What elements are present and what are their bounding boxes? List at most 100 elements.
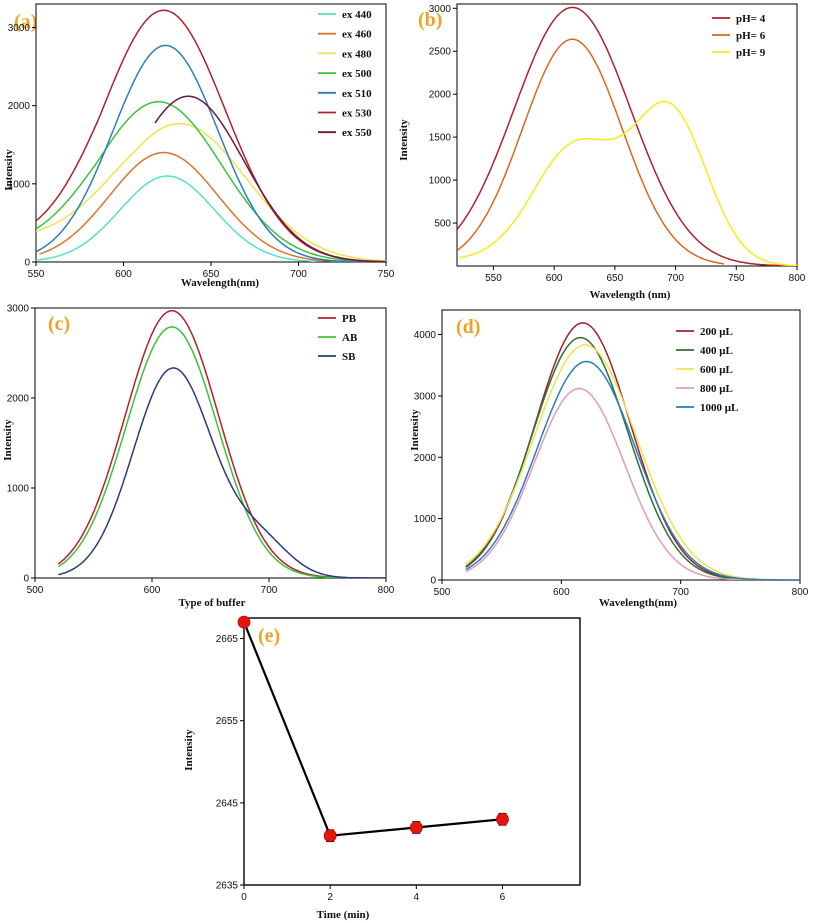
panel-a: (a) Wavelength(nm) Intensity 550 600 650 70… <box>3 4 395 289</box>
x-tick-label-d: 600 <box>553 587 570 598</box>
x-tick-label-e: 4 <box>414 892 420 903</box>
data-point <box>496 813 508 825</box>
figure: (a) Wavelength(nm) Intensity 550 600 650 70… <box>0 0 813 923</box>
series-line-d-0 <box>466 323 800 580</box>
x-axis-title-b: Wavelength (nm) <box>590 289 671 301</box>
y-tick-label-b: 3000 <box>429 4 452 15</box>
x-tick-label-b: 550 <box>485 273 502 284</box>
legend-label-b: pH= 9 <box>736 47 766 59</box>
legend-label-b: pH= 6 <box>736 30 766 42</box>
legend-label-d: 400 μL <box>700 345 733 357</box>
series-line-d-4 <box>466 362 800 581</box>
plot-frame-e <box>244 618 580 885</box>
series-line-b-1 <box>457 39 724 264</box>
y-tick-label-e: 2645 <box>216 798 239 809</box>
panel-label-e: (e) <box>258 625 280 647</box>
series-line-a-3 <box>36 102 386 262</box>
x-tick-label-a: 700 <box>290 269 307 280</box>
x-axis-title-a: Wavelength(nm) <box>181 277 260 289</box>
y-tick-label-d: 0 <box>430 576 436 587</box>
data-point <box>410 821 422 833</box>
legend-label-a: ex 440 <box>342 9 372 21</box>
y-tick-label-d: 3000 <box>414 391 437 402</box>
legend-label-d: 600 μL <box>700 364 733 376</box>
legend-label-a: ex 460 <box>342 29 372 41</box>
legend-label-c: SB <box>342 351 356 363</box>
legend-label-a: ex 550 <box>342 127 372 139</box>
legend-label-a: ex 530 <box>342 108 372 120</box>
x-tick-label-b: 700 <box>667 273 684 284</box>
plot-frame-b <box>457 4 797 266</box>
panel-c: (c) Type of buffer Intensity 500 600 700 80… <box>2 304 395 610</box>
legend-label-d: 1000 μL <box>700 402 738 414</box>
y-tick-label-c: 2000 <box>7 394 30 405</box>
x-tick-label-d: 500 <box>434 587 451 598</box>
x-tick-label-e: 0 <box>241 892 247 903</box>
series-line-d-2 <box>466 345 800 580</box>
panel-label-c: (c) <box>48 313 70 335</box>
y-tick-label-c: 3000 <box>7 304 30 315</box>
y-tick-label-a: 1000 <box>8 179 31 190</box>
x-tick-label-d: 700 <box>672 587 689 598</box>
legend-label-a: ex 500 <box>342 68 372 80</box>
y-tick-label-b: 1500 <box>429 133 452 144</box>
y-tick-label-b: 2500 <box>429 47 452 58</box>
y-tick-label-a: 0 <box>24 258 30 269</box>
x-tick-label-c: 700 <box>261 585 278 596</box>
legend-label-c: AB <box>342 332 358 344</box>
data-point <box>324 830 336 842</box>
y-tick-label-d: 2000 <box>414 453 437 464</box>
y-axis-title-d: Intensity <box>409 409 421 451</box>
panel-e: (e) Time (min) Intensity 0 2 4 6 2635 2645 265… <box>183 616 580 921</box>
y-axis-title-c: Intensity <box>2 419 14 461</box>
x-tick-label-b: 800 <box>789 273 806 284</box>
y-tick-label-b: 500 <box>434 219 451 230</box>
legend-label-b: pH= 4 <box>736 13 766 25</box>
legend-label-a: ex 510 <box>342 88 372 100</box>
y-tick-label-b: 2000 <box>429 90 452 101</box>
series-line-c-0 <box>58 311 386 578</box>
y-tick-label-e: 2665 <box>216 634 239 645</box>
panel-label-d: (d) <box>456 316 480 338</box>
series-line-c-1 <box>58 327 386 578</box>
y-tick-label-d: 4000 <box>414 330 437 341</box>
y-axis-title-e: Intensity <box>183 729 195 771</box>
series-line-a-4 <box>36 45 386 262</box>
series-line-d-1 <box>466 338 800 580</box>
y-tick-label-a: 2000 <box>8 101 31 112</box>
y-tick-label-c: 1000 <box>7 484 30 495</box>
x-tick-label-e: 6 <box>500 892 506 903</box>
x-axis-title-d: Wavelength(nm) <box>599 597 678 609</box>
legend-label-a: ex 480 <box>342 48 372 60</box>
legend-label-d: 800 μL <box>700 383 733 395</box>
x-tick-label-a: 600 <box>115 269 132 280</box>
x-axis-title-e: Time (min) <box>317 909 370 921</box>
series-line-a-5 <box>36 10 386 261</box>
legend-label-d: 200 μL <box>700 326 733 338</box>
x-tick-label-a: 750 <box>378 269 395 280</box>
y-tick-label-d: 1000 <box>414 514 437 525</box>
x-tick-label-e: 2 <box>327 892 333 903</box>
y-tick-label-c: 0 <box>23 574 29 585</box>
y-tick-label-a: 3000 <box>8 23 31 34</box>
x-tick-label-b: 600 <box>546 273 563 284</box>
x-tick-label-d: 800 <box>792 587 809 598</box>
x-axis-title-c: Type of buffer <box>178 597 245 609</box>
x-tick-label-c: 800 <box>378 585 395 596</box>
x-tick-label-b: 750 <box>728 273 745 284</box>
panel-d: (d) Wavelength(nm) Intensity 500 600 700 80… <box>409 310 809 609</box>
x-tick-label-c: 500 <box>27 585 44 596</box>
x-tick-label-b: 650 <box>607 273 624 284</box>
panel-b: (b) Wavelength (nm) Intensity 550 600 650 7… <box>398 4 806 301</box>
data-point <box>238 616 250 628</box>
y-axis-title-b: Intensity <box>398 119 410 161</box>
x-tick-label-a: 550 <box>28 269 45 280</box>
plot-frame-c <box>35 308 386 578</box>
series-line-e <box>244 622 502 836</box>
series-line-b-2 <box>459 102 797 266</box>
x-tick-label-c: 600 <box>144 585 161 596</box>
y-tick-label-b: 1000 <box>429 176 452 187</box>
y-tick-label-e: 2635 <box>216 881 239 892</box>
legend-label-c: PB <box>342 313 357 325</box>
x-tick-label-a: 650 <box>203 269 220 280</box>
